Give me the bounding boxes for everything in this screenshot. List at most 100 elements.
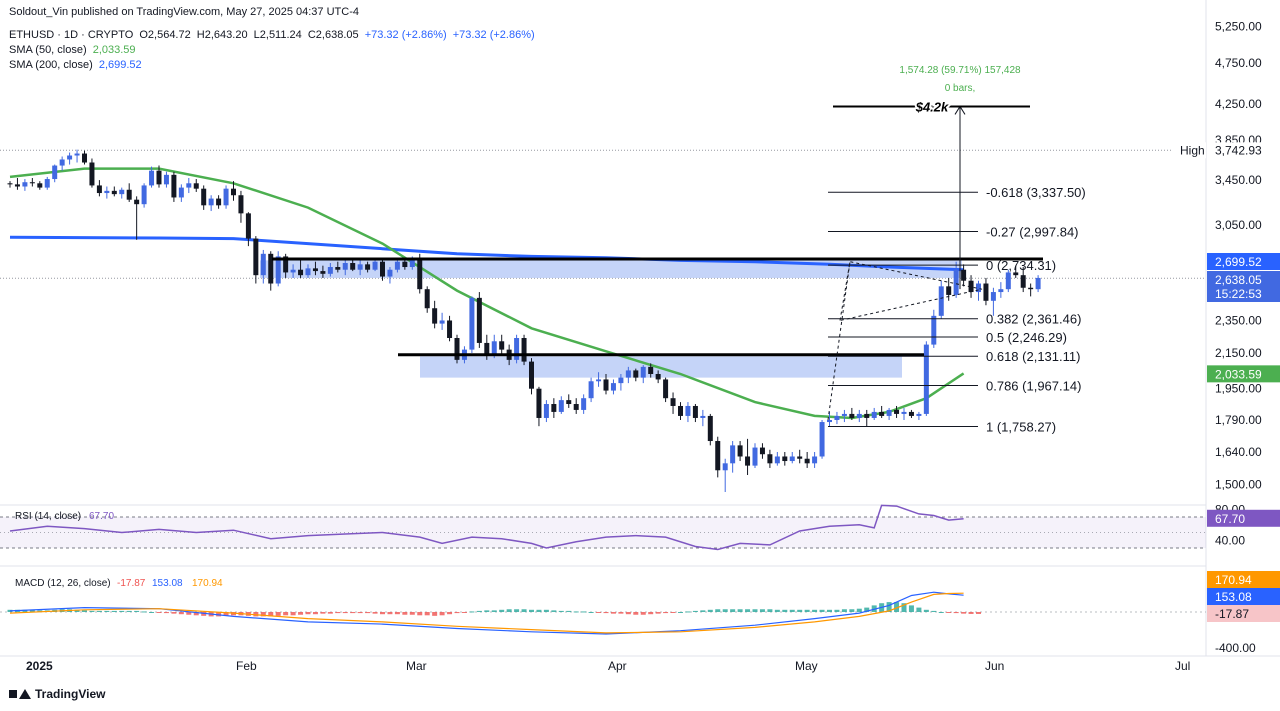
macd-histogram-bar — [372, 612, 378, 614]
candle-body — [186, 183, 192, 188]
macd-histogram-bar — [387, 612, 393, 615]
candle-body — [141, 185, 147, 205]
rsi-value-badge — [1207, 509, 1280, 527]
ohlc-l-label: L — [253, 29, 260, 41]
candle-body — [7, 183, 13, 185]
tradingview-logo-icon — [9, 688, 31, 700]
candle-body — [894, 409, 900, 414]
price-axis-tick: 4,250.00 — [1215, 97, 1262, 111]
sma50-legend-value: 2,033.59 — [92, 44, 136, 56]
time-axis-tick: May — [795, 659, 818, 673]
macd-histogram-bar — [178, 612, 184, 615]
candle-body — [819, 422, 825, 457]
sma200-line — [9, 235, 964, 272]
candle-body — [938, 286, 944, 316]
candle-body — [111, 190, 117, 195]
macd-histogram-bar — [722, 609, 728, 612]
macd-histogram-bar — [968, 612, 974, 614]
candle-body — [774, 456, 780, 464]
macd-histogram-bar — [655, 612, 661, 614]
macd-histogram-bar — [268, 612, 274, 617]
candle-body — [454, 338, 460, 360]
candle-body — [394, 261, 400, 270]
macd-histogram-bar — [506, 609, 512, 612]
macd-histogram-bar — [327, 612, 333, 614]
tradingview-brand: TradingView — [35, 687, 106, 701]
macd-hist-badge — [1207, 605, 1280, 622]
macd-histogram-bar — [201, 612, 207, 616]
macd-histogram-bar — [193, 612, 199, 616]
macd-histogram-bar — [663, 612, 669, 614]
ohlc-c-label: C — [307, 29, 316, 41]
candle-body — [707, 415, 713, 442]
candle-body — [275, 256, 281, 284]
candle-body — [1005, 272, 1011, 290]
macd-histogram-bar — [529, 609, 534, 612]
macd-histogram-bar — [797, 609, 803, 612]
macd-histogram-bar — [804, 609, 810, 612]
candle-body — [59, 159, 65, 166]
candle-body — [29, 182, 35, 184]
candle-body — [596, 379, 602, 382]
candle-body — [37, 183, 43, 188]
candle-body — [320, 271, 326, 274]
candle-body — [625, 370, 631, 378]
fib-level-label: 1 (1,758.27) — [986, 420, 1056, 435]
macd-hist-legend: -17.87 — [117, 578, 146, 589]
candle-body — [335, 267, 341, 270]
candle-body — [260, 253, 266, 276]
candle-body — [245, 213, 251, 239]
macd-histogram-bar — [357, 612, 363, 614]
macd-histogram-bar — [566, 610, 572, 612]
candle-body — [67, 155, 73, 160]
candle-body — [387, 269, 393, 277]
macd-histogram-bar — [700, 610, 706, 612]
candle-body — [1028, 287, 1034, 290]
candle-body — [841, 413, 847, 416]
time-axis-tick: Jun — [985, 659, 1004, 673]
macd-histogram-bar — [588, 612, 594, 613]
candle-body — [722, 463, 728, 471]
last-price-label: 2,638.05 — [1215, 273, 1262, 287]
ohlc-high: 2,643.20 — [204, 29, 248, 41]
macd-value-badge — [1207, 588, 1280, 605]
symbol-legend[interactable]: ETHUSD · 1D · CRYPTO O2,564.72 H2,643.20… — [9, 29, 538, 41]
macd-histogram-bar — [603, 612, 609, 614]
candle-body — [268, 253, 274, 284]
tradingview-footer[interactable]: TradingView — [9, 687, 105, 701]
macd-histogram-bar — [759, 609, 765, 612]
macd-histogram-bar — [424, 612, 430, 616]
candle-body — [424, 289, 430, 309]
candle-body — [946, 286, 952, 295]
candle-body — [476, 297, 482, 343]
macd-histogram-bar — [536, 609, 542, 612]
sma50-legend[interactable]: SMA (50, close) 2,033.59 — [9, 44, 139, 56]
candle-body — [923, 344, 929, 414]
candle-body — [514, 338, 520, 360]
sma200-legend[interactable]: SMA (200, close) 2,699.52 — [9, 59, 145, 71]
macd-histogram-bar — [394, 612, 400, 615]
candle-body — [759, 447, 765, 455]
macd-histogram-bar — [596, 612, 602, 613]
macd-histogram-bar — [752, 609, 758, 612]
macd-histogram-bar — [819, 609, 825, 612]
price-axis-tick: 3,450.00 — [1215, 173, 1262, 187]
ohlc-open: 2,564.72 — [147, 29, 191, 41]
macd-histogram-bar — [320, 612, 326, 614]
macd-histogram-bar — [923, 609, 929, 612]
candle-body — [521, 338, 527, 362]
macd-histogram-bar — [126, 610, 132, 612]
price-axis-tick: 1,640.00 — [1215, 445, 1262, 459]
fib-level-label: 0.618 (2,131.11) — [986, 349, 1080, 364]
macd-histogram-bar — [931, 610, 937, 612]
price-axis-tick: 1,950.00 — [1215, 382, 1262, 396]
candle-body — [789, 456, 795, 462]
time-axis-tick: Feb — [236, 659, 257, 673]
candle-body — [730, 445, 736, 464]
macd-histogram-bar — [447, 612, 453, 615]
candle-body — [610, 383, 616, 391]
candle-body — [566, 400, 572, 405]
candle-body — [827, 420, 832, 423]
symbol-title[interactable]: ETHUSD · 1D · CRYPTO — [9, 29, 134, 41]
